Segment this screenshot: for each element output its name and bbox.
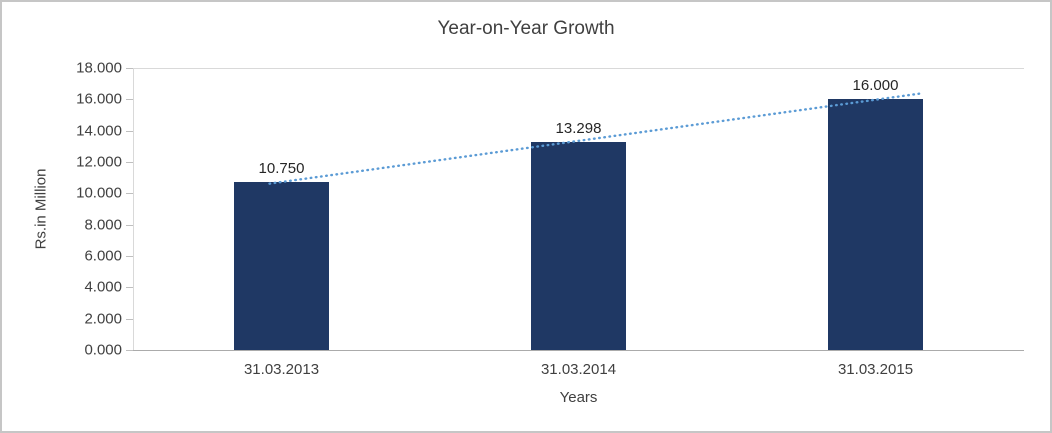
y-tick-label: 10.000 (76, 184, 122, 202)
y-tick-mark (126, 318, 133, 320)
x-axis-title: Years (559, 389, 598, 406)
bar (531, 141, 626, 350)
y-tick-mark (126, 68, 133, 69)
bar-value-label: 16.000 (852, 77, 899, 95)
y-tick-mark (126, 224, 133, 226)
y-tick-label: 12.000 (76, 153, 122, 171)
y-axis-line (133, 68, 134, 350)
y-tick-mark (126, 99, 133, 101)
y-axis-title: Rs.in Million (32, 168, 50, 250)
y-tick-label: 6.000 (84, 247, 122, 265)
y-tick-mark (126, 193, 133, 195)
y-tick-label: 14.000 (76, 122, 122, 140)
y-tick-label: 2.000 (84, 310, 122, 328)
x-axis-line (133, 350, 1024, 351)
y-tick-label: 18.000 (76, 59, 122, 77)
y-tick-label: 16.000 (76, 90, 122, 108)
x-tick-label: 31.03.2013 (243, 361, 320, 378)
bar (828, 99, 923, 350)
y-tick-label: 0.000 (84, 341, 122, 359)
x-tick-label: 31.03.2014 (540, 361, 617, 378)
y-tick-mark (126, 256, 133, 257)
bar (234, 181, 329, 350)
bar-value-label: 13.298 (555, 119, 602, 137)
y-tick-label: 4.000 (84, 278, 122, 296)
chart-title: Year-on-Year Growth (437, 18, 615, 39)
y-tick-label: 8.000 (84, 216, 122, 234)
y-tick-mark (126, 130, 133, 132)
bar-value-label: 10.750 (258, 159, 305, 177)
top-gridline (133, 68, 1024, 69)
y-tick-mark (126, 350, 133, 351)
y-tick-mark (126, 162, 133, 163)
y-tick-mark (126, 287, 133, 289)
x-tick-label: 31.03.2015 (837, 361, 914, 378)
